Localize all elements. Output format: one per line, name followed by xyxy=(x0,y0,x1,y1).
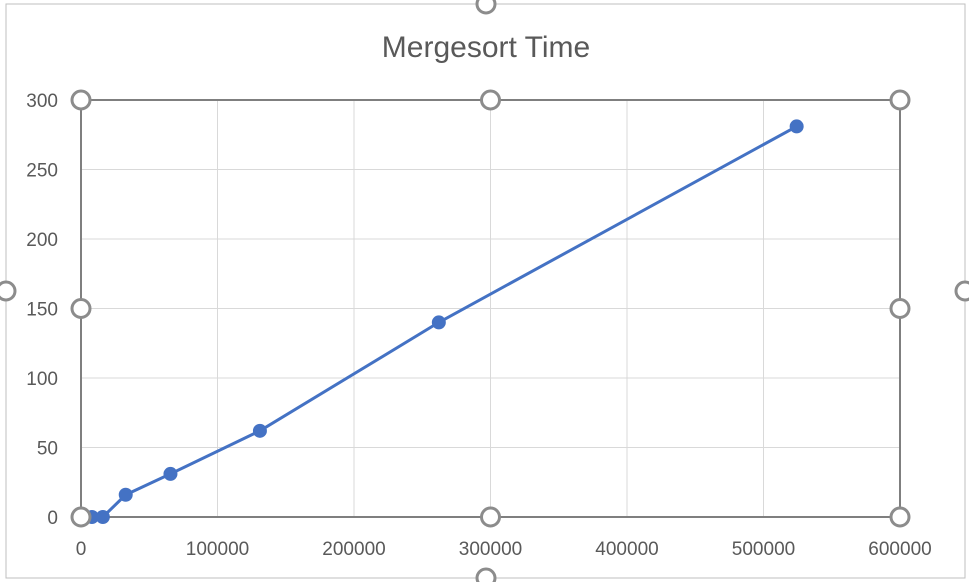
y-tick-label: 0 xyxy=(47,508,58,529)
chart-resize-handle[interactable] xyxy=(475,0,497,15)
y-tick-label: 200 xyxy=(26,230,58,251)
y-tick-label: 300 xyxy=(26,91,58,112)
y-tick-label: 100 xyxy=(26,369,58,390)
chart-title: Mergesort Time xyxy=(382,31,590,64)
x-tick-label: 100000 xyxy=(186,539,249,560)
y-tick-label: 50 xyxy=(37,439,58,460)
x-tick-label: 400000 xyxy=(595,539,658,560)
chart-resize-handle[interactable] xyxy=(0,280,17,302)
plot-resize-handle[interactable] xyxy=(70,506,92,528)
y-tick-label: 150 xyxy=(26,300,58,321)
chart-frame xyxy=(5,3,966,579)
plot-resize-handle[interactable] xyxy=(480,506,501,528)
x-tick-label: 0 xyxy=(76,539,87,560)
plot-resize-handle[interactable] xyxy=(889,89,911,111)
data-point[interactable] xyxy=(252,423,267,438)
y-tick-label: 250 xyxy=(26,161,58,182)
x-axis-ticks: 0 100000 200000 300000 400000 500000 600000 xyxy=(76,539,932,560)
x-tick-label: 600000 xyxy=(868,539,931,560)
plot-resize-handle[interactable] xyxy=(889,298,911,319)
plot-resize-handle[interactable] xyxy=(480,89,501,111)
data-point[interactable] xyxy=(95,510,110,524)
data-point[interactable] xyxy=(118,487,133,502)
plot-resize-handle[interactable] xyxy=(70,298,92,319)
y-axis-ticks: 0 50 100 150 200 250 300 xyxy=(26,91,58,529)
plot-resize-handle[interactable] xyxy=(889,506,911,528)
x-tick-label: 200000 xyxy=(322,539,385,560)
data-point[interactable] xyxy=(431,315,446,330)
data-point[interactable] xyxy=(163,466,178,481)
chart-resize-handle[interactable] xyxy=(475,567,497,587)
plot-resize-handle[interactable] xyxy=(70,89,92,111)
x-tick-label: 300000 xyxy=(459,539,522,560)
chart-resize-handle[interactable] xyxy=(954,280,969,302)
x-tick-label: 500000 xyxy=(732,539,795,560)
data-point[interactable] xyxy=(789,119,804,134)
